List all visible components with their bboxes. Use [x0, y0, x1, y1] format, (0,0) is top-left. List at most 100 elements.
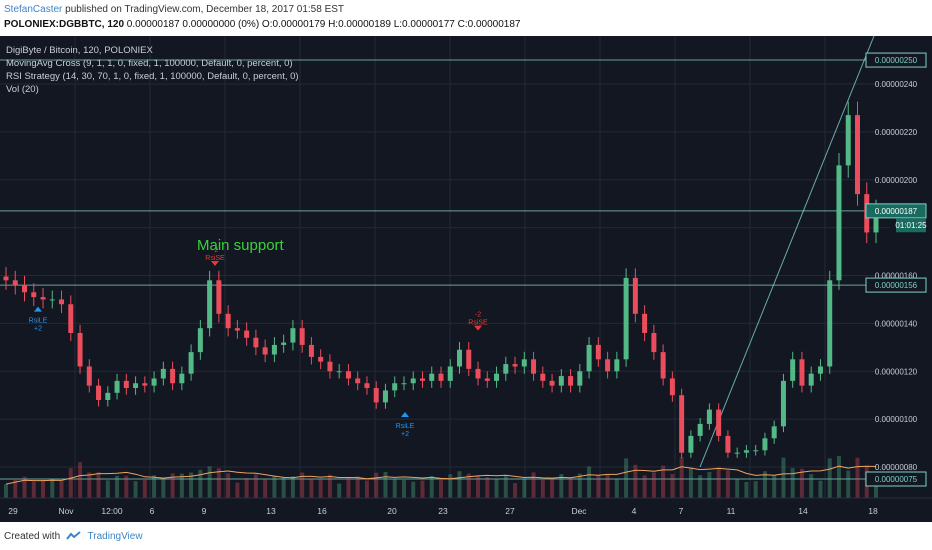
volume-bar — [476, 475, 481, 498]
volume-bar — [855, 457, 860, 498]
candle-body — [234, 328, 240, 331]
volume-bar — [253, 474, 258, 498]
candle-body — [281, 342, 287, 345]
price-level-tag — [865, 203, 927, 219]
time-axis-label: 18 — [868, 506, 878, 516]
candle-body — [12, 280, 18, 286]
volume-bar — [716, 467, 721, 498]
candle-body — [642, 313, 648, 333]
candle-body — [753, 450, 759, 452]
candle-body — [216, 280, 222, 314]
price-axis-label: 0.00000080 — [875, 463, 918, 472]
volume-bar — [707, 471, 712, 498]
volume-bar — [735, 479, 740, 498]
candle-body — [817, 366, 823, 374]
candle-body — [40, 297, 46, 300]
volume-bar — [827, 458, 832, 498]
volume-bar — [374, 472, 379, 498]
volume-bar — [744, 481, 749, 498]
time-axis-label: Nov — [58, 506, 74, 516]
buy-signal-arrow-icon — [34, 306, 42, 312]
volume-bar — [216, 468, 221, 498]
volume-bar — [605, 474, 610, 498]
volume-bar — [290, 476, 295, 498]
candle-body — [540, 373, 546, 381]
volume-bar — [59, 481, 64, 498]
candle-body — [244, 330, 250, 338]
candle-body — [558, 376, 564, 386]
volume-bar — [105, 480, 110, 498]
sell-signal-arrow-icon — [474, 325, 482, 331]
price-axis-label: 0.00000160 — [875, 272, 918, 281]
volume-bar — [383, 471, 388, 498]
volume-bar — [346, 477, 351, 498]
time-axis-label: 11 — [727, 506, 736, 516]
candle-body — [854, 115, 860, 195]
buy-signal-qty: +2 — [401, 431, 409, 438]
volume-bar — [401, 480, 406, 498]
candle-body — [271, 344, 277, 355]
volume-bar — [244, 478, 249, 498]
legend-movingavg[interactable]: MovingAvg Cross (9, 1, 1, 0, fixed, 1, 1… — [6, 58, 293, 69]
time-axis-label: 9 — [202, 506, 207, 516]
symbol-label: POLONIEX:DGBBTC, 120 — [4, 19, 125, 30]
volume-bar — [78, 462, 83, 498]
volume-bar — [309, 478, 314, 498]
legend-title[interactable]: DigiByte / Bitcoin, 120, POLONIEX — [6, 45, 153, 56]
ohlc-values: 0.00000187 0.00000000 (0%) O:0.00000179 … — [124, 19, 521, 30]
price-level-tag — [865, 52, 927, 68]
volume-bar — [124, 475, 129, 498]
candle-body — [419, 378, 425, 381]
volume-bar — [809, 474, 814, 498]
volume-bar — [550, 478, 555, 498]
tradingview-link[interactable]: TradingView — [87, 531, 143, 542]
candle-body — [762, 438, 768, 451]
volume-bar — [540, 479, 545, 498]
candle-body — [706, 409, 712, 424]
candle-body — [68, 304, 74, 333]
volume-bar — [281, 477, 286, 498]
author-link[interactable]: StefanCaster — [4, 4, 63, 15]
candle-body — [308, 344, 314, 357]
volume-bar — [624, 458, 629, 498]
candle-body — [586, 344, 592, 372]
volume-bar — [874, 476, 878, 498]
candle-body — [873, 210, 879, 233]
volume-bar — [513, 482, 518, 498]
time-axis-label: 29 — [8, 506, 18, 516]
time-axis-label: Dec — [571, 506, 587, 516]
volume-bar — [170, 473, 175, 498]
candle-body — [503, 364, 509, 374]
candle-body — [160, 368, 166, 379]
volume-bar — [762, 471, 767, 498]
candle-body — [531, 359, 537, 374]
volume-bar — [772, 475, 777, 498]
volume-bar — [420, 480, 425, 498]
price-axis-label: 0.00000140 — [875, 319, 918, 328]
volume-bar — [670, 474, 675, 498]
candle-body — [568, 376, 574, 386]
volume-bar — [836, 456, 841, 498]
chart-area[interactable]: RsiLE +2 RsiLE +2 -2 RsiSE -2 RsiSE Main support… — [0, 36, 932, 522]
legend-rsi-strategy[interactable]: RSI Strategy (14, 30, 70, 1, 0, fixed, 1… — [6, 71, 299, 82]
sell-signal-qty: -2 — [475, 312, 481, 319]
volume-bar — [846, 470, 851, 498]
trend-line — [699, 36, 875, 468]
volume-bar — [688, 467, 693, 498]
price-axis-label: 0.00000240 — [875, 80, 918, 89]
candle-body — [734, 452, 740, 454]
volume-bar — [152, 475, 157, 498]
time-axis-label: 12:00 — [101, 506, 123, 516]
buy-signal-label: RsiLE — [396, 423, 415, 430]
candle-body — [151, 378, 157, 386]
price-axis-label: 0.00000100 — [875, 415, 918, 424]
candle-body — [651, 332, 657, 353]
volume-bar — [272, 476, 277, 498]
volume-bar — [115, 475, 120, 498]
volume-bar — [651, 472, 656, 498]
time-axis-label: 23 — [438, 506, 448, 516]
volume-bar — [189, 472, 194, 498]
candle-body — [521, 359, 527, 367]
legend-volume[interactable]: Vol (20) — [6, 84, 39, 95]
